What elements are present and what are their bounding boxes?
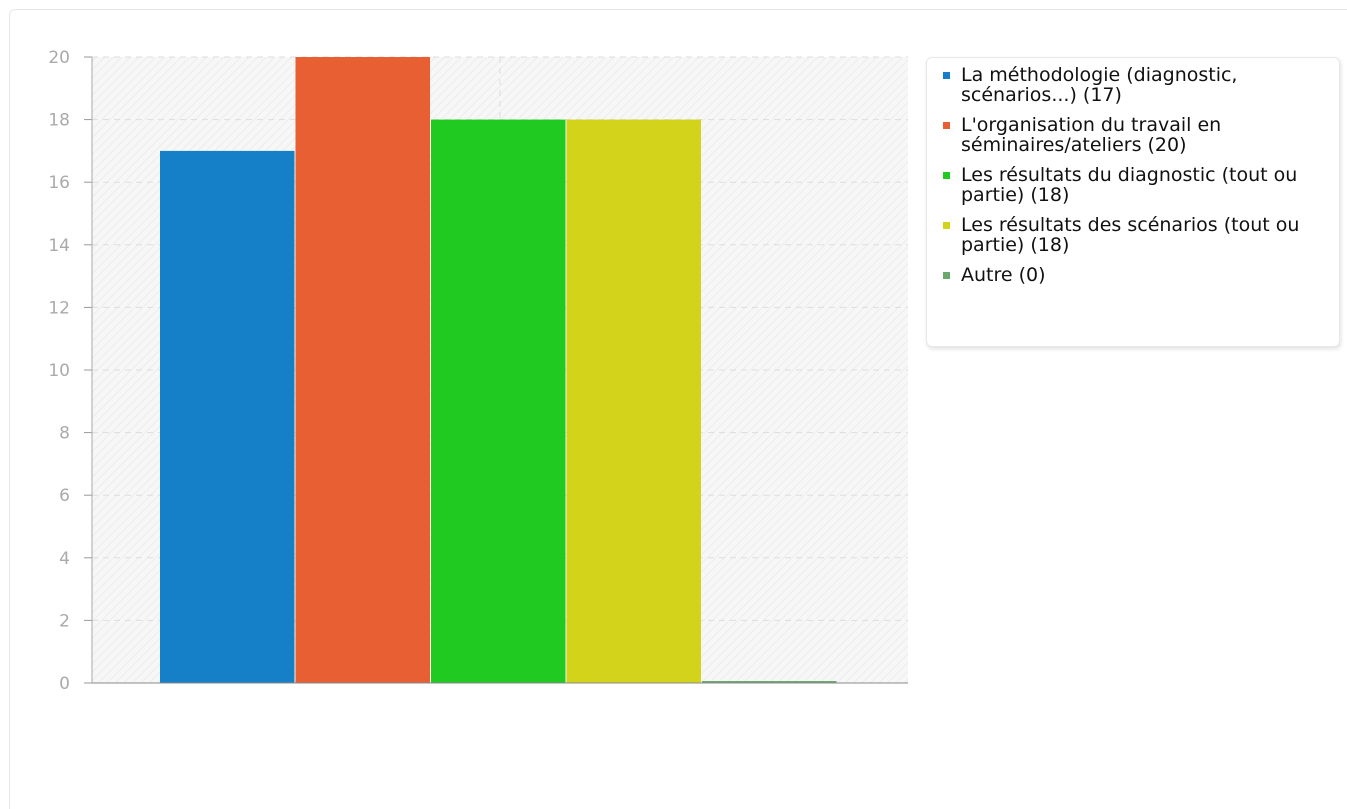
- legend-swatch: [943, 272, 950, 279]
- y-tick-label: 0: [59, 674, 70, 694]
- y-tick-label: 20: [48, 48, 70, 68]
- legend-item[interactable]: Autre (0): [939, 265, 1329, 285]
- legend-swatch: [943, 122, 950, 129]
- bar[interactable]: [702, 681, 837, 683]
- legend: La méthodologie (diagnostic, scénarios..…: [926, 57, 1340, 347]
- legend-label: Autre (0): [961, 264, 1046, 286]
- legend-label: Les résultats du diagnostic (tout ou par…: [961, 164, 1298, 206]
- legend-label: La méthodologie (diagnostic, scénarios..…: [961, 64, 1238, 106]
- bar[interactable]: [295, 57, 431, 683]
- bars: [160, 57, 837, 684]
- bar[interactable]: [566, 119, 702, 684]
- y-tick-label: 18: [48, 111, 70, 131]
- y-tick-label: 16: [48, 173, 70, 193]
- y-tick-label: 6: [59, 486, 70, 506]
- legend-item[interactable]: Les résultats du diagnostic (tout ou par…: [939, 165, 1329, 205]
- legend-label: L'organisation du travail en séminaires/…: [961, 114, 1222, 156]
- y-tick-label: 4: [59, 549, 70, 569]
- legend-item[interactable]: L'organisation du travail en séminaires/…: [939, 115, 1329, 155]
- legend-swatch: [943, 172, 950, 179]
- y-tick-label: 2: [59, 611, 70, 631]
- axes: [84, 56, 908, 684]
- bar-chart: 0 2 4 6 8 10 12 14 16 18 20: [48, 48, 908, 694]
- y-tick-label: 8: [59, 424, 70, 444]
- legend-item[interactable]: La méthodologie (diagnostic, scénarios..…: [939, 65, 1329, 105]
- bar[interactable]: [160, 150, 295, 683]
- y-tick-label: 14: [48, 236, 70, 256]
- legend-label: Les résultats des scénarios (tout ou par…: [961, 214, 1300, 256]
- legend-item[interactable]: Les résultats des scénarios (tout ou par…: [939, 215, 1329, 255]
- legend-swatch: [943, 72, 950, 79]
- y-tick-label: 10: [48, 361, 70, 381]
- legend-swatch: [943, 222, 950, 229]
- y-tick-labels: 0 2 4 6 8 10 12 14 16 18 20: [48, 48, 70, 694]
- y-tick-label: 12: [48, 298, 70, 318]
- bar[interactable]: [431, 119, 566, 684]
